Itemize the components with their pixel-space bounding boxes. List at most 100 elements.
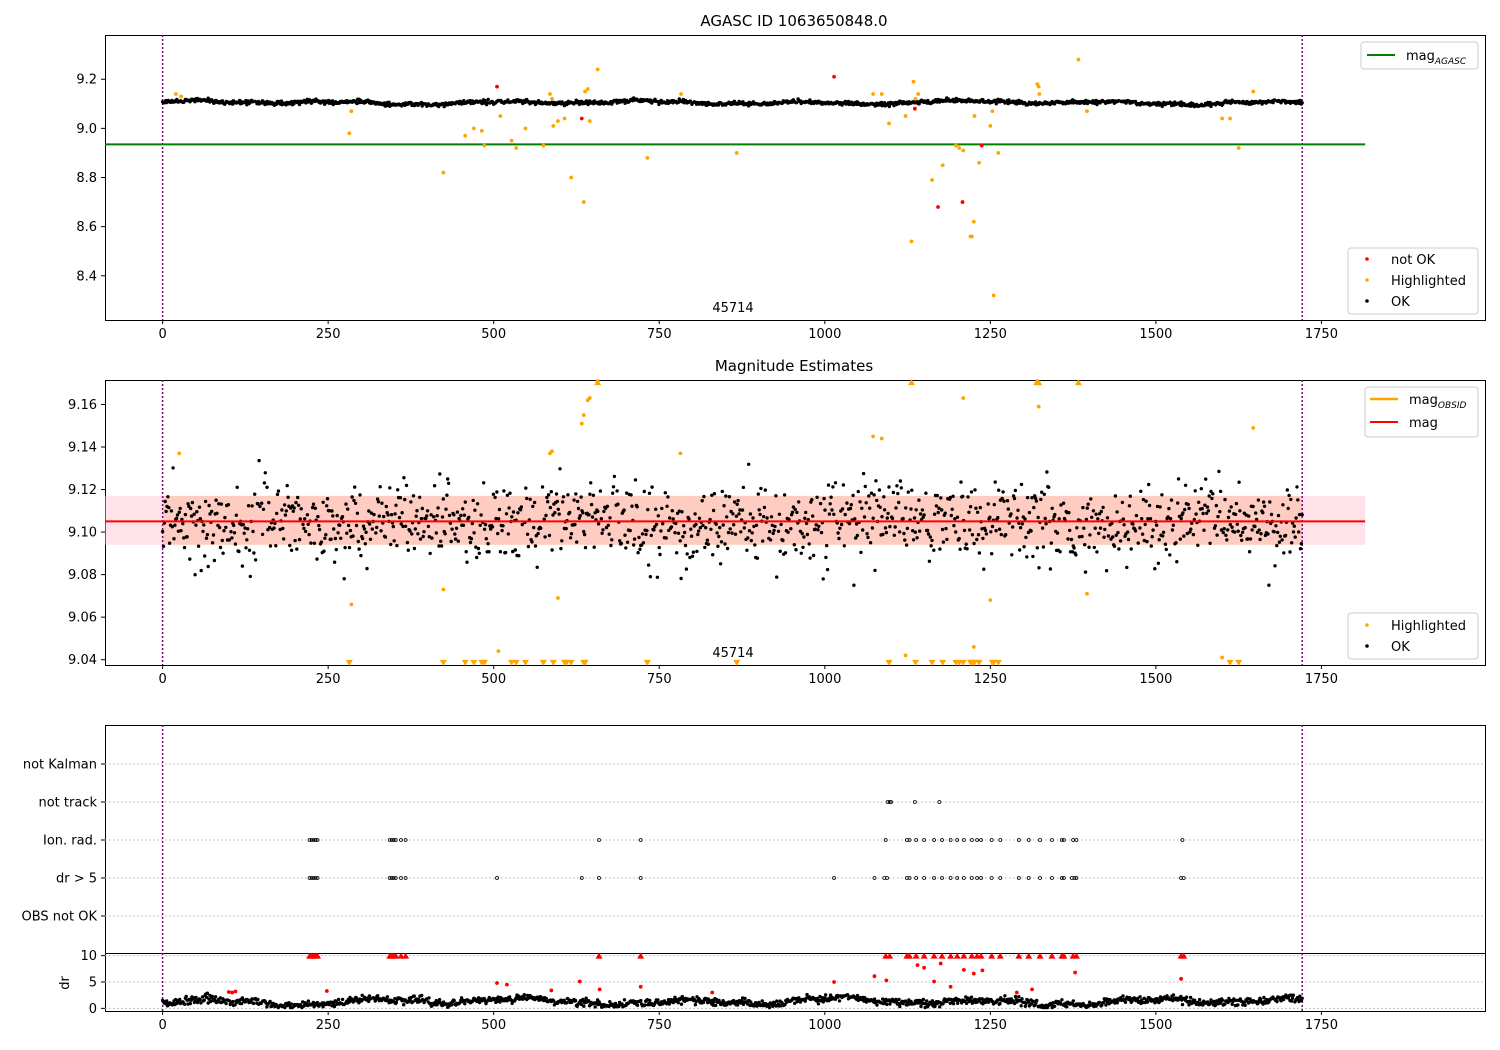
mag-ok-point (1121, 517, 1126, 521)
mag-ok-point (311, 502, 316, 506)
dr-ok-point (1179, 994, 1183, 999)
mag-ok-point (1059, 503, 1063, 507)
dr-ok-point (760, 999, 764, 1003)
mag-ok-point (175, 513, 180, 517)
mag-ok-point (1217, 469, 1221, 474)
mag-ok-point (558, 467, 562, 471)
mag-ok-point (1005, 499, 1010, 503)
mag-ok-point (1116, 530, 1120, 535)
mag-ok-point (1095, 550, 1099, 554)
dr-not-ok-point (597, 987, 602, 992)
mag-ok-legend-marker (1365, 644, 1369, 648)
mag-ok-point (826, 483, 831, 487)
dr-not-ok-point (1014, 990, 1019, 995)
agasc-highlighted-point (996, 151, 1001, 155)
mag-x-tick-label: 1000 (808, 672, 841, 687)
mag-ok-point (241, 522, 245, 527)
mag-ok-point (724, 494, 728, 498)
mag-ok-point (862, 515, 867, 519)
mag-legend-label: mag (1409, 416, 1438, 431)
mag-ok-point (526, 544, 531, 549)
mag-ok-point (425, 509, 430, 513)
agasc-highlighted-point (961, 148, 966, 153)
dr-ok-point (584, 996, 588, 1000)
mag-ok-point (882, 495, 886, 499)
agasc-highlighted-point (969, 234, 974, 239)
mag-ok-point (611, 485, 616, 489)
mag-ok-point (1067, 511, 1071, 515)
mag-ok-point (1140, 532, 1145, 536)
mag-highlighted-point (441, 587, 446, 592)
flags-marker (932, 838, 936, 842)
agasc-x-tick-label: 500 (481, 327, 506, 342)
mag-ok-point (260, 501, 264, 505)
mag-ok-point (1236, 529, 1240, 533)
mag-ok-point (518, 508, 523, 512)
mag-ok-point (462, 513, 467, 517)
flags-marker (872, 876, 877, 880)
flags-category-label: not Kalman (23, 758, 97, 773)
mag-ok-point (772, 528, 776, 533)
mag-ok-point (1280, 538, 1284, 542)
mag-ok-point (1204, 477, 1208, 481)
mag-ok-point (1096, 517, 1100, 521)
flags-marker (922, 838, 927, 842)
agasc-ok-point (808, 98, 812, 102)
mag-ok-point (566, 493, 570, 497)
flags-marker (389, 876, 394, 880)
mag-ok-point (930, 538, 934, 543)
mag-ok-point (1262, 504, 1267, 508)
mag-ok-point (1170, 528, 1175, 532)
mag-ok-point (723, 542, 727, 546)
mag-ok-point (1103, 527, 1107, 532)
dr-offscale-up-marker (977, 952, 985, 959)
dr-ok-point (357, 1001, 361, 1005)
mag-ok-point (1230, 525, 1234, 529)
mag-ok-point (1157, 538, 1161, 542)
agasc-highlighted-point (550, 96, 554, 101)
mag-ok-point (676, 531, 681, 535)
mag-highlighted-offscale-marker (990, 659, 998, 666)
agasc-highlighted-point (645, 155, 650, 160)
mag-offscale-up-marker (1074, 379, 1082, 386)
mag-ok-point (295, 547, 299, 551)
mag-ok-point (938, 547, 942, 551)
dr-ok-point (956, 1001, 960, 1005)
mag-ok-point (1142, 538, 1147, 543)
agasc-x-axis: 0 250 500 750 1000 1250 1500 1750 (158, 320, 1338, 342)
mag-ok-point (280, 508, 284, 512)
dr-ok-point (898, 1004, 902, 1009)
dr-ok-point (925, 999, 929, 1003)
dr-ok-point (367, 994, 372, 998)
mag-ok-point (871, 516, 875, 520)
mag-ok-point (841, 483, 846, 487)
mag-ok-point (573, 522, 577, 527)
mag-ok-point (391, 524, 395, 529)
mag-ok-point (163, 499, 167, 504)
dr-not-ok-point (495, 981, 499, 985)
mag-ok-point (1269, 512, 1274, 517)
dr-ok-point (1156, 997, 1160, 1001)
dr-x-tick-label: 1000 (808, 1018, 841, 1033)
mag-ok-point (770, 523, 774, 527)
dr-not-ok-point (324, 989, 329, 993)
mag-ok-point (664, 536, 668, 540)
flags-marker (979, 876, 983, 880)
mag-ok-point (539, 526, 543, 530)
mag-ok-point (693, 512, 697, 516)
mag-ok-point (1150, 535, 1154, 539)
mag-ok-point (1099, 509, 1104, 514)
mag-ok-point (1238, 509, 1242, 513)
mag-ok-point (1035, 546, 1040, 550)
flags-category-label: not track (38, 796, 97, 811)
mag-ok-point (316, 514, 320, 519)
dr-ok-point (1197, 997, 1202, 1002)
mag-ok-point (863, 484, 867, 489)
mag-ok-point (654, 522, 659, 527)
flags-marker (961, 876, 966, 880)
mag-ok-point (267, 500, 271, 505)
mag-ok-point (395, 543, 399, 548)
mag-ok-point (1156, 561, 1161, 565)
dr-ok-point (463, 1002, 467, 1006)
agasc-ok-point (206, 96, 210, 100)
